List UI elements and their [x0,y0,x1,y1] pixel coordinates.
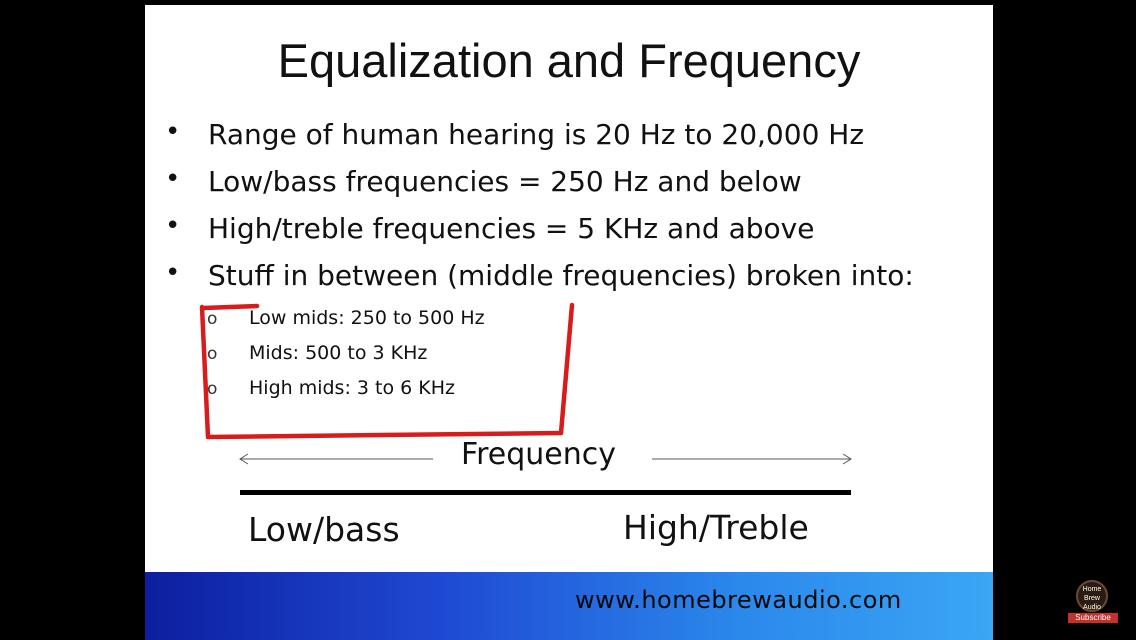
bullet-text: Stuff in between (middle frequencies) br… [208,259,914,292]
red-highlight-box [199,302,575,440]
frequency-axis-bar [240,490,851,495]
bullet-text: Low/bass frequencies = 250 Hz and below [208,165,802,198]
bullet-marker: • [165,258,181,288]
slide-footer-banner: www.homebrewaudio.com [145,572,993,640]
frequency-label: Frequency [461,437,616,472]
sub-bullet-text: Low mids: 250 to 500 Hz [249,307,485,329]
high-treble-label: High/Treble [623,508,809,547]
sub-bullet-text: High mids: 3 to 6 KHz [249,377,455,399]
logo-text-line: Brew [1084,595,1100,602]
slide: Equalization and Frequency • Range of hu… [145,5,993,640]
bullet-text: High/treble frequencies = 5 KHz and abov… [208,212,815,245]
logo-text-line: Home [1082,586,1102,593]
bullet-marker: • [165,164,181,194]
logo-text-line: Audio [1083,604,1101,611]
channel-logo[interactable]: Home Brew Audio Subscribe [1068,580,1118,623]
subscribe-button[interactable]: Subscribe [1068,613,1118,623]
bullet-marker: • [165,117,181,147]
bullet-text: Range of human hearing is 20 Hz to 20,00… [208,118,865,151]
left-arrowhead-icon [239,453,249,465]
sub-bullet-marker: o [207,344,218,364]
low-bass-label: Low/bass [248,510,400,549]
homebrew-audio-logo-icon: Home Brew Audio [1076,580,1108,612]
footer-url: www.homebrewaudio.com [575,586,902,614]
sub-bullet-marker: o [207,309,218,329]
right-arrowhead-icon [842,453,852,465]
sub-bullet-marker: o [207,379,218,399]
bullet-marker: • [165,211,181,241]
sub-bullet-text: Mids: 500 to 3 KHz [249,342,428,364]
slide-title: Equalization and Frequency [277,34,861,87]
annotation-layer [199,302,852,465]
